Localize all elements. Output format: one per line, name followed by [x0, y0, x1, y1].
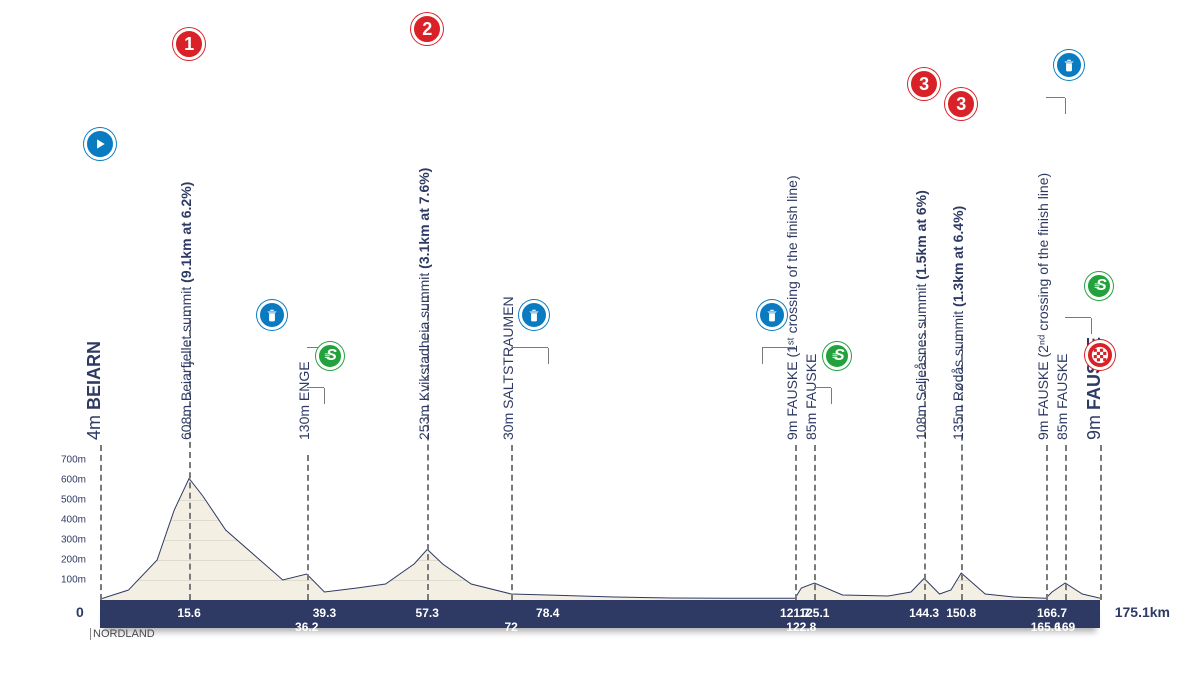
km-mark: 144.3	[909, 606, 939, 620]
km-total: 175.1km	[1115, 604, 1170, 620]
point-label: 108m Seljeåsnes summit (1.5km at 6%)	[913, 190, 929, 440]
km-mark: 15.6	[177, 606, 200, 620]
y-tick: 500m	[61, 495, 86, 506]
elevation-plot: 0 175.1km	[100, 460, 1100, 600]
leader-line	[307, 387, 325, 388]
guide-line	[1100, 445, 1102, 600]
category-icon: 3	[945, 88, 977, 120]
stage-profile-chart: 100m 200m 300m 400m 500m 600m 700m 0 175.1km N…	[40, 20, 1140, 640]
km-zero: 0	[76, 604, 84, 620]
km-mark: 36.2	[295, 620, 318, 634]
sprint-icon: ≡S	[823, 342, 851, 370]
category-icon: 2	[411, 13, 443, 45]
finish-icon	[1085, 340, 1115, 370]
point-label: 253m Kvikstadheia summit (3.1km at 7.6%)	[416, 168, 432, 440]
guide-line	[795, 445, 797, 600]
region-label: NORDLAND	[90, 628, 155, 640]
elevation-fill	[100, 460, 1100, 600]
km-mark: 78.4	[536, 606, 559, 620]
km-mark: 166.7	[1037, 606, 1067, 620]
km-mark: 150.8	[946, 606, 976, 620]
point-label: 4m BEIARN	[84, 341, 105, 440]
km-mark: 125.1	[799, 606, 829, 620]
point-label: 9m FAUSKE (1ˢᵗ crossing of the finish li…	[784, 175, 800, 440]
feed-zone-icon	[757, 300, 787, 330]
category-icon: 1	[173, 28, 205, 60]
km-mark: 57.3	[416, 606, 439, 620]
point-label: 30m SALTSTRAUMEN	[500, 296, 516, 440]
km-mark: 72	[505, 620, 518, 634]
point-label: 85m FAUSKE	[803, 354, 819, 440]
guide-line	[1065, 445, 1067, 600]
guide-line	[511, 445, 513, 600]
leader-line	[1065, 317, 1091, 318]
leader-line	[814, 387, 831, 388]
feed-zone-icon	[1054, 50, 1084, 80]
guide-line	[100, 445, 102, 600]
point-label: 135m Rødås summit (1.3km at 6.4%)	[950, 206, 966, 440]
y-axis: 100m200m300m400m500m600m700m	[40, 460, 90, 600]
guide-line	[814, 445, 816, 600]
y-tick: 100m	[61, 575, 86, 586]
km-mark: 39.3	[313, 606, 336, 620]
guide-line	[307, 455, 309, 600]
point-label: 130m ENGE	[296, 361, 312, 440]
feed-zone-icon	[257, 300, 287, 330]
point-label: 608m Beiarfjellet summit (9.1km at 6.2%)	[178, 182, 194, 440]
guide-line	[1046, 445, 1048, 600]
leader-line	[511, 347, 548, 348]
point-label: 85m FAUSKE	[1054, 354, 1070, 440]
km-mark: 122.8	[786, 620, 816, 634]
km-mark: 169	[1055, 620, 1075, 634]
category-icon: 3	[908, 68, 940, 100]
y-tick: 300m	[61, 535, 86, 546]
y-tick: 600m	[61, 475, 86, 486]
sprint-icon: ≡S	[316, 342, 344, 370]
sprint-icon: ≡S	[1085, 272, 1113, 300]
start-icon	[84, 128, 116, 160]
leader-line	[1046, 97, 1065, 98]
feed-zone-icon	[519, 300, 549, 330]
point-label: 9m FAUSKE (2ⁿᵈ crossing of the finish li…	[1035, 173, 1051, 440]
y-tick: 200m	[61, 555, 86, 566]
y-tick: 400m	[61, 515, 86, 526]
leader-line	[762, 347, 795, 348]
y-tick: 700m	[61, 455, 86, 466]
